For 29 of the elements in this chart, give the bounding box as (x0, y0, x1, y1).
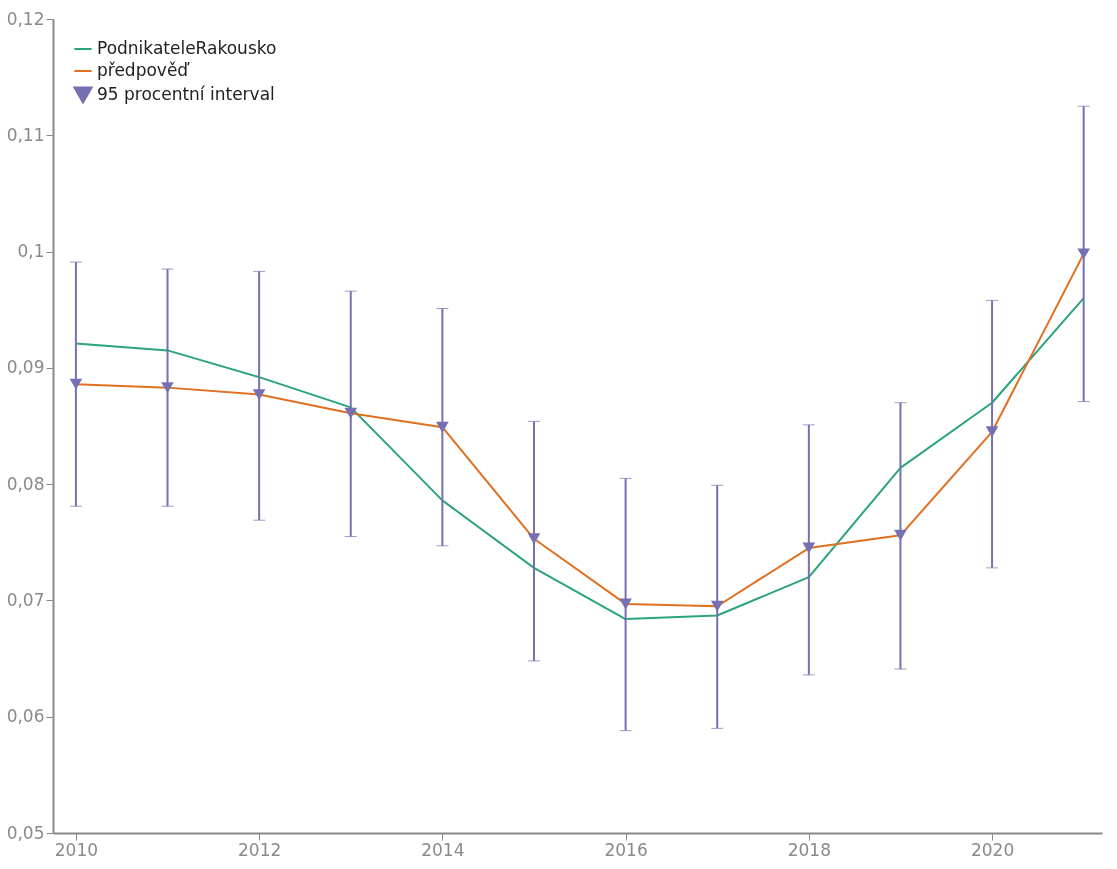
y-tick-label: 0,05 (6, 822, 45, 843)
legend-label: předpověď (97, 60, 191, 80)
x-tick-label: 2012 (238, 839, 282, 860)
legend-label: PodnikateleRakousko (97, 38, 277, 58)
x-tick-label: 2016 (604, 839, 648, 860)
point (802, 542, 816, 554)
point (69, 378, 83, 390)
y-tick-label: 0,08 (6, 473, 45, 494)
point (894, 529, 907, 541)
y-tick-label: 0,11 (6, 124, 45, 145)
y-tick-label: 0,09 (6, 357, 45, 378)
point (619, 598, 632, 610)
y-tick-label: 0,12 (6, 8, 45, 29)
x-tick-label: 2010 (54, 839, 99, 860)
point (252, 389, 266, 401)
line-series (74, 297, 1085, 621)
point (710, 600, 724, 612)
y-tick-label: 0,06 (6, 706, 45, 727)
y-tick-label: 0,1 (17, 241, 45, 262)
x-tick-label: 2014 (421, 839, 465, 860)
point (436, 421, 449, 433)
point (344, 407, 358, 419)
y-tick-label: 0,07 (6, 589, 45, 610)
point (527, 533, 541, 545)
x-tick-label: 2018 (787, 839, 831, 860)
point (985, 426, 999, 438)
x-tick-label: 2020 (970, 839, 1015, 860)
point (1077, 248, 1090, 260)
legend-label: 95 procentní interval (97, 84, 275, 104)
